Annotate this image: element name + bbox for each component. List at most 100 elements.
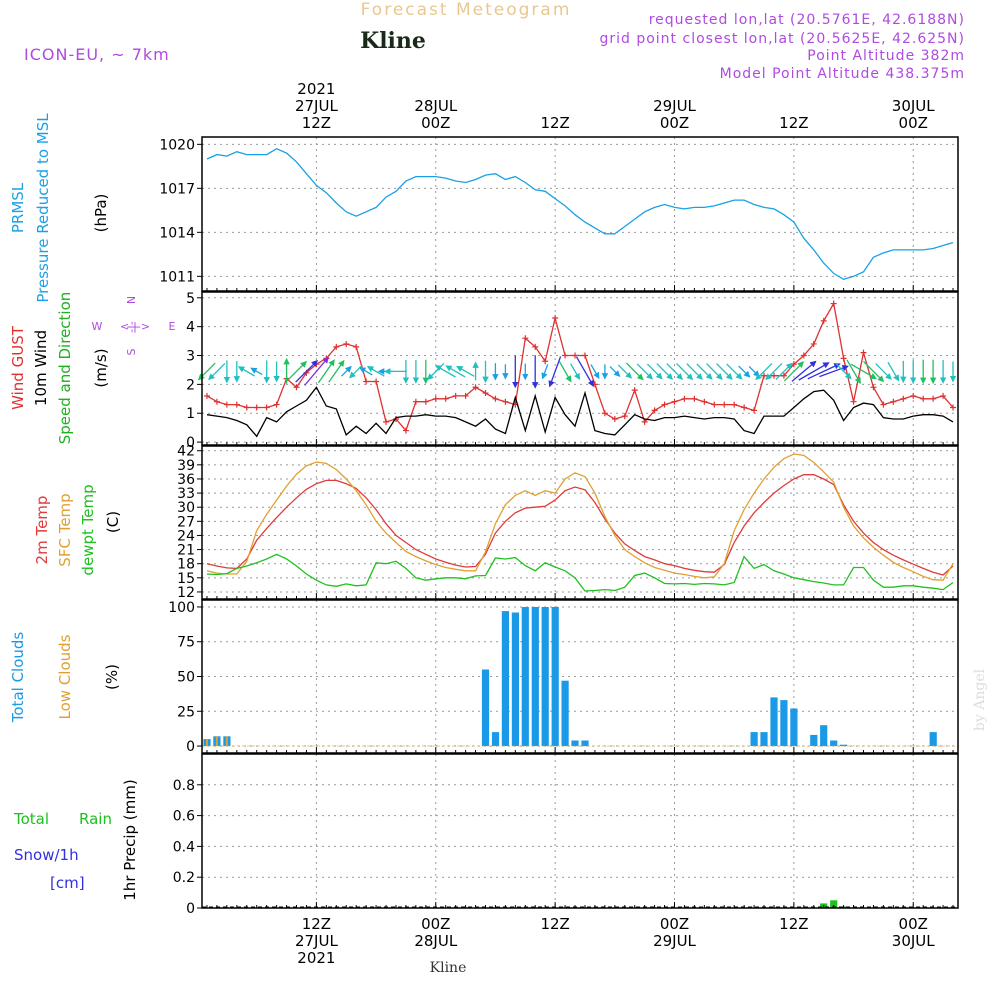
ytick-label-clouds: 25 [177,704,195,720]
gust-marker [721,401,728,408]
gust-marker [243,404,250,411]
ytick-label-wind: 0 [186,435,195,451]
cloud-bar [820,725,828,747]
data-layer [197,147,958,908]
grid-coords: grid point closest lon,lat (20.5625E, 42… [599,31,965,47]
ytick-label-temperature: 12 [177,585,195,601]
time-label-bottom: 2021 [297,949,335,967]
wind-arrow [887,361,900,382]
time-label-top: 27JUL [295,97,338,115]
model-altitude: Model Point Altitude 438.375m [720,66,965,82]
wind-arrow [349,364,363,379]
gust-marker [432,395,439,402]
gust-marker [840,355,847,362]
grid-layer [202,137,958,909]
time-label-top: 28JUL [414,97,457,115]
wind-arrow [570,363,581,381]
gust-marker [333,343,340,350]
gust-marker [402,427,409,434]
gust-marker [611,416,618,423]
ytick-label-temperature: 24 [177,528,195,544]
gust-marker [751,407,758,414]
credit: by Angel [972,668,988,731]
gust-marker [870,384,877,391]
wind-arrow [686,363,703,380]
wind-compass: N -|- S W <-|-> E [92,296,176,356]
cloud-bar [541,607,549,747]
wind-arrow [765,362,783,381]
series-line-prmsl [206,147,954,281]
axis-layer: 1011101410171020012345121518212427303336… [159,80,959,967]
time-label-bottom: 27JUL [295,932,338,950]
label-total-clouds: Total Clouds [9,632,27,724]
cloud-bar [511,612,519,746]
gust-marker [542,358,549,365]
wind-arrow [548,356,562,388]
time-label-top: 12Z [779,114,808,132]
panel-frame-pressure [201,136,959,292]
wind-arrow [716,363,733,380]
cloud-bar [531,607,539,747]
wind-arrow [328,359,345,383]
gust-marker [741,404,748,411]
cloud-bar [581,740,589,747]
gust-marker [820,317,827,324]
chart-subtitle: Forecast Meteogram [361,0,572,20]
series-line-2m-temp [206,474,954,576]
gust-marker [880,401,887,408]
gust-marker [452,392,459,399]
ytick-label-temperature: 27 [177,514,195,530]
gust-marker [830,300,837,307]
wind-arrow [656,363,674,380]
wind-arrow [341,365,352,377]
cloud-bar [810,734,818,746]
cloud-bar [501,611,509,746]
label-cm: [cm] [50,874,85,892]
wind-arrow [791,360,817,382]
gust-marker [522,335,529,342]
time-label-bottom: 00Z [899,915,928,933]
wind-arrow [755,362,773,381]
cloud-bar [571,740,579,747]
wind-arrow [835,363,852,380]
wind-arrow [807,363,841,380]
wind-arrow [783,361,805,382]
gust-marker [900,395,907,402]
wind-arrow [626,362,644,381]
gust-marker [621,413,628,420]
time-label-bottom: 00Z [421,915,450,933]
wind-arrow [738,365,751,378]
wind-arrow [237,366,256,377]
gust-marker [462,392,469,399]
ytick-label-temperature: 36 [177,472,195,488]
panel-frame-precip [201,753,959,909]
wind-arrow [359,367,373,376]
gust-marker [562,352,569,359]
compass-horizontal: <-|-> [120,320,150,333]
wind-arrow [798,362,830,381]
wind-arrow [250,367,263,376]
gust-marker [373,378,380,385]
rain-bar [830,900,838,908]
requested-coords: requested lon,lat (20.5761E, 42.6188N) [649,12,965,28]
cloud-bar [760,732,768,746]
ytick-label-temperature: 42 [177,444,195,460]
wind-arrow [317,359,335,384]
ytick-label-pressure: 1020 [159,137,195,153]
ytick-label-wind: 1 [186,406,195,422]
gust-marker [601,410,608,417]
ytick-label-pressure: 1011 [159,269,195,285]
wind-arrow [775,362,793,380]
gust-marker [422,398,429,405]
time-label-bottom: 28JUL [414,932,457,950]
ytick-label-temperature: 18 [177,557,195,573]
compass-north: N [125,296,138,304]
label-wind-gust: Wind GUST [9,325,27,410]
model-label: ICON-EU, ~ 7km [24,45,170,64]
ytick-label-precip: 0.4 [173,839,195,855]
cloud-bar [780,700,788,746]
gust-marker [930,395,937,402]
gust-marker [860,349,867,356]
wind-arrow [646,363,663,380]
cloud-bar [929,732,937,746]
